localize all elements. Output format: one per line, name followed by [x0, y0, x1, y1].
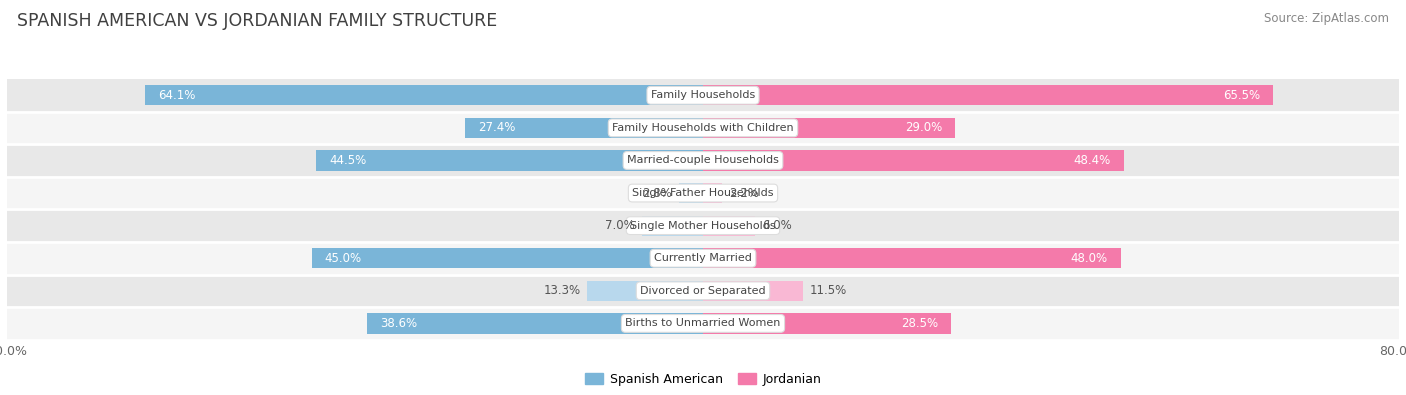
Text: Source: ZipAtlas.com: Source: ZipAtlas.com: [1264, 12, 1389, 25]
Bar: [703, 281, 803, 301]
Text: 44.5%: 44.5%: [329, 154, 366, 167]
Bar: [703, 150, 1123, 171]
Text: 65.5%: 65.5%: [1223, 89, 1260, 102]
Text: 64.1%: 64.1%: [159, 89, 195, 102]
Bar: [312, 248, 703, 268]
Bar: [316, 150, 703, 171]
Text: 6.0%: 6.0%: [762, 219, 792, 232]
Text: Married-couple Households: Married-couple Households: [627, 156, 779, 166]
Text: 7.0%: 7.0%: [606, 219, 636, 232]
Text: 38.6%: 38.6%: [380, 317, 418, 330]
Bar: [7, 307, 1399, 340]
Legend: Spanish American, Jordanian: Spanish American, Jordanian: [579, 368, 827, 391]
Bar: [703, 248, 1121, 268]
Bar: [703, 118, 955, 138]
Text: 11.5%: 11.5%: [810, 284, 848, 297]
Text: 28.5%: 28.5%: [901, 317, 938, 330]
Text: 48.4%: 48.4%: [1074, 154, 1111, 167]
Bar: [679, 183, 703, 203]
Bar: [703, 183, 723, 203]
Bar: [464, 118, 703, 138]
Text: SPANISH AMERICAN VS JORDANIAN FAMILY STRUCTURE: SPANISH AMERICAN VS JORDANIAN FAMILY STR…: [17, 12, 498, 30]
Text: Currently Married: Currently Married: [654, 253, 752, 263]
Text: 13.3%: 13.3%: [543, 284, 581, 297]
Text: 2.2%: 2.2%: [730, 186, 759, 199]
Text: 2.8%: 2.8%: [643, 186, 672, 199]
Bar: [643, 216, 703, 236]
Text: 29.0%: 29.0%: [905, 121, 942, 134]
Bar: [588, 281, 703, 301]
Text: Births to Unmarried Women: Births to Unmarried Women: [626, 318, 780, 328]
Bar: [7, 144, 1399, 177]
Text: 27.4%: 27.4%: [478, 121, 515, 134]
Bar: [7, 111, 1399, 144]
Bar: [7, 177, 1399, 209]
Text: Family Households: Family Households: [651, 90, 755, 100]
Bar: [145, 85, 703, 105]
Bar: [367, 313, 703, 333]
Text: Divorced or Separated: Divorced or Separated: [640, 286, 766, 296]
Text: 45.0%: 45.0%: [325, 252, 361, 265]
Bar: [7, 275, 1399, 307]
Bar: [7, 79, 1399, 111]
Text: 48.0%: 48.0%: [1070, 252, 1108, 265]
Bar: [703, 216, 755, 236]
Text: Single Mother Households: Single Mother Households: [630, 221, 776, 231]
Text: Single Father Households: Single Father Households: [633, 188, 773, 198]
Bar: [703, 85, 1272, 105]
Bar: [703, 313, 950, 333]
Bar: [7, 242, 1399, 275]
Bar: [7, 209, 1399, 242]
Text: Family Households with Children: Family Households with Children: [612, 123, 794, 133]
